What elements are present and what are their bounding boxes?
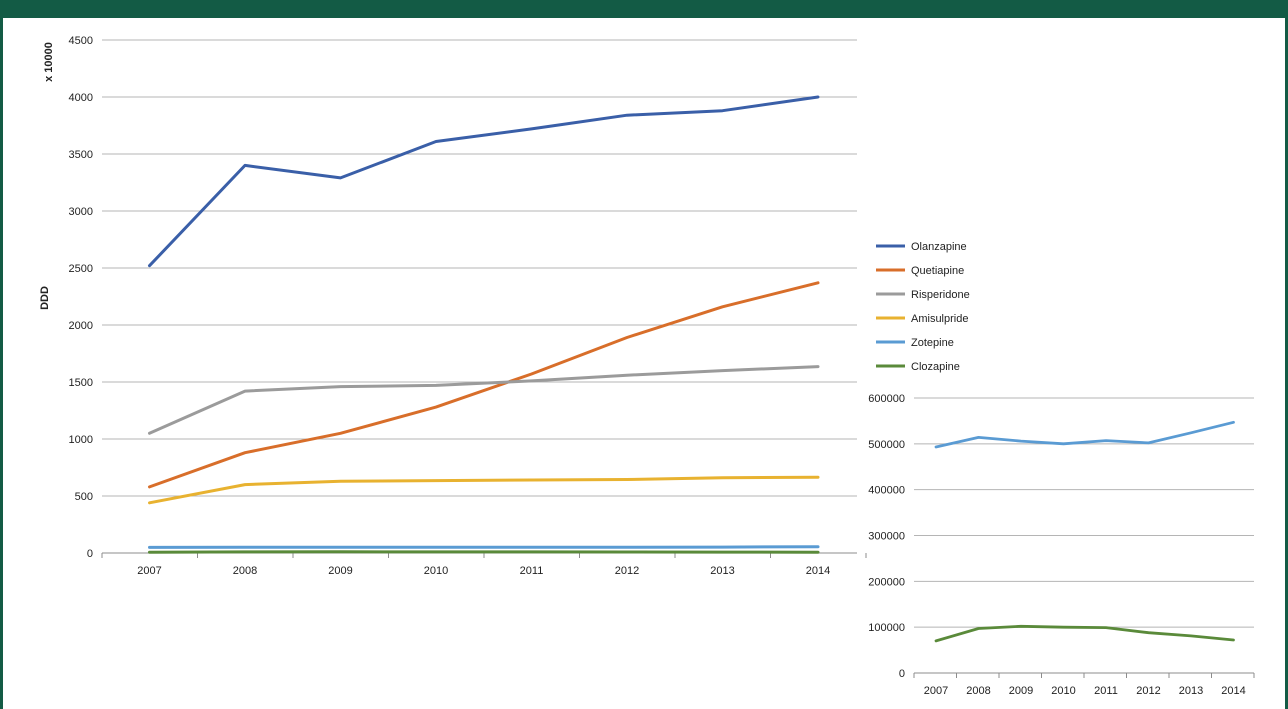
legend-item-olanzapine: Olanzapine [876, 241, 967, 253]
y-tick-label: 3500 [69, 149, 93, 161]
x-tick-label: 2009 [1009, 685, 1033, 697]
legend-label: Amisulpride [911, 313, 968, 325]
x-tick-label: 2013 [710, 565, 734, 577]
x-tick-label: 2008 [966, 685, 990, 697]
legend-item-amisulpride: Amisulpride [876, 313, 968, 325]
x-tick-label: 2014 [1221, 685, 1245, 697]
legend-item-clozapine: Clozapine [876, 361, 960, 373]
x-tick-label: 2012 [615, 565, 639, 577]
y-tick-label: 3000 [69, 206, 93, 218]
inset-y-tick-labels: 0 100000 200000 300000 400000 500000 600000 [868, 393, 905, 680]
main-y-unit-label: x 10000 [43, 42, 55, 82]
inset-x-tick-labels: 2007 2008 2009 2010 2011 2012 2013 2014 [924, 685, 1246, 697]
header-bar [0, 0, 1288, 18]
x-tick-label: 2010 [1051, 685, 1075, 697]
x-tick-label: 2007 [137, 565, 161, 577]
main-x-tick-labels: 2007 2008 2009 2010 2011 2012 2013 2014 [137, 565, 830, 577]
y-tick-label: 4000 [69, 92, 93, 104]
x-tick-label: 2008 [233, 565, 257, 577]
legend-label: Risperidone [911, 289, 970, 301]
x-tick-label: 2014 [806, 565, 830, 577]
y-tick-label: 0 [87, 548, 93, 560]
series-line-clozapine [934, 624, 1235, 643]
y-tick-label: 1000 [69, 434, 93, 446]
main-y-axis-label: DDD [39, 286, 51, 310]
y-tick-label: 500 [75, 491, 93, 503]
y-tick-label: 400000 [868, 485, 905, 497]
legend-label: Clozapine [911, 361, 960, 373]
series-line-risperidone [148, 365, 820, 435]
y-tick-label: 500000 [868, 439, 905, 451]
x-tick-label: 2007 [924, 685, 948, 697]
main-line-chart: 0 500 1000 1500 2000 2500 3000 3500 4000 4500 200… [39, 35, 867, 577]
x-tick-label: 2013 [1179, 685, 1203, 697]
series-line-zotepine [934, 420, 1235, 449]
y-tick-label: 2500 [69, 263, 93, 275]
series-line-quetiapine [148, 281, 820, 489]
y-tick-label: 1500 [69, 377, 93, 389]
legend-label: Zotepine [911, 337, 954, 349]
series-line-zotepine [148, 545, 820, 549]
y-tick-label: 0 [899, 668, 905, 680]
legend-item-risperidone: Risperidone [876, 289, 970, 301]
inset-line-chart: 0 100000 200000 300000 400000 500000 600000 20… [868, 393, 1255, 697]
y-tick-label: 200000 [868, 576, 905, 588]
series-line-olanzapine [148, 95, 820, 268]
main-series-lines [148, 95, 820, 554]
x-tick-label: 2012 [1136, 685, 1160, 697]
inset-series-lines [934, 420, 1235, 643]
main-y-tick-labels: 0 500 1000 1500 2000 2500 3000 3500 4000 4500 [69, 35, 93, 560]
y-tick-label: 4500 [69, 35, 93, 47]
x-tick-label: 2011 [520, 565, 544, 577]
y-tick-label: 2000 [69, 320, 93, 332]
x-tick-label: 2010 [424, 565, 448, 577]
legend-label: Olanzapine [911, 241, 967, 253]
legend-item-zotepine: Zotepine [876, 337, 954, 349]
y-tick-label: 100000 [868, 622, 905, 634]
legend: Olanzapine Quetiapine Risperidone Amisulpri… [876, 241, 970, 373]
x-tick-label: 2011 [1094, 685, 1118, 697]
y-tick-label: 600000 [868, 393, 905, 405]
legend-item-quetiapine: Quetiapine [876, 265, 964, 277]
series-line-amisulpride [148, 475, 820, 505]
legend-label: Quetiapine [911, 265, 964, 277]
y-tick-label: 300000 [868, 531, 905, 543]
x-tick-label: 2009 [328, 565, 352, 577]
